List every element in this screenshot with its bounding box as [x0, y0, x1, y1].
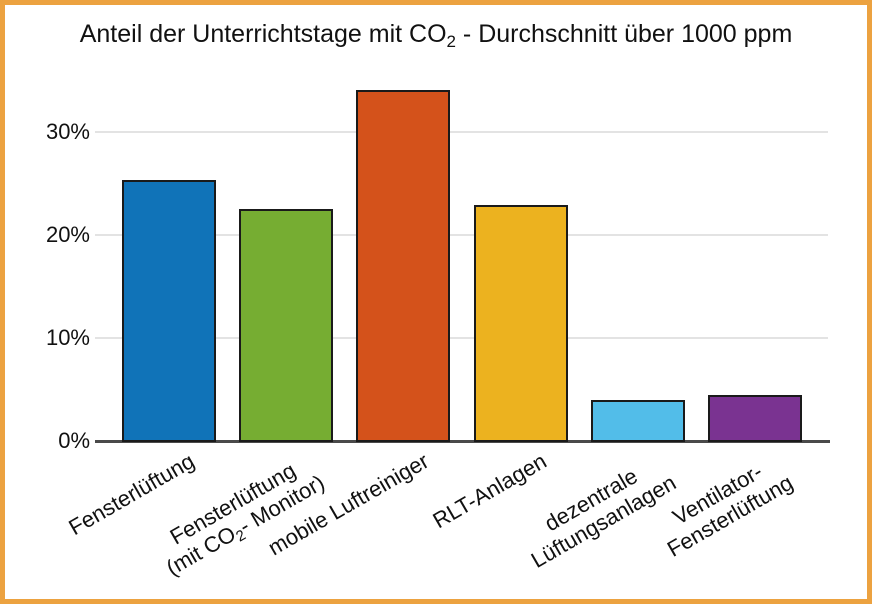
- gridline-20%: [95, 234, 828, 237]
- subscript-2: 2: [446, 31, 456, 51]
- bar: [239, 209, 334, 442]
- y-tick-label: 0%: [58, 428, 90, 453]
- y-tick-label: 30%: [45, 119, 90, 145]
- x-tick-label: Ventilator- Fensterlüftung: [651, 449, 798, 562]
- x-axis-line: [95, 440, 830, 443]
- bar: [708, 394, 802, 442]
- gridline-30%: [95, 131, 828, 134]
- plot-area: 0% 10% 20% 30% Fensterlüftung Fensterlüftung(…: [5, 5, 867, 599]
- bar: [122, 179, 216, 442]
- y-tick-label: 10%: [45, 325, 90, 351]
- gridline-10%: [95, 337, 828, 340]
- bar: [356, 90, 451, 442]
- y-tick-label: 20%: [45, 222, 90, 248]
- chart-title: Anteil der Unterrichtstage mit CO2 - Dur…: [79, 20, 793, 51]
- bar: [473, 205, 568, 442]
- subscript-2: 2: [232, 526, 249, 546]
- bar: [590, 399, 685, 442]
